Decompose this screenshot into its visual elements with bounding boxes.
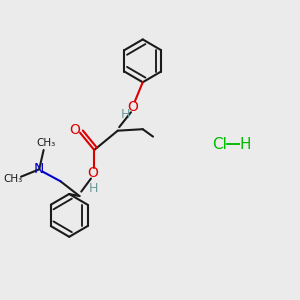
- Text: N: N: [34, 162, 44, 176]
- Text: H: H: [89, 182, 98, 195]
- Text: CH₃: CH₃: [36, 139, 56, 148]
- Text: H: H: [240, 136, 251, 152]
- Text: CH₃: CH₃: [3, 174, 22, 184]
- Text: O: O: [87, 166, 98, 180]
- Text: Cl: Cl: [212, 136, 226, 152]
- Text: H: H: [120, 108, 130, 121]
- Text: O: O: [127, 100, 138, 114]
- Text: O: O: [69, 123, 80, 137]
